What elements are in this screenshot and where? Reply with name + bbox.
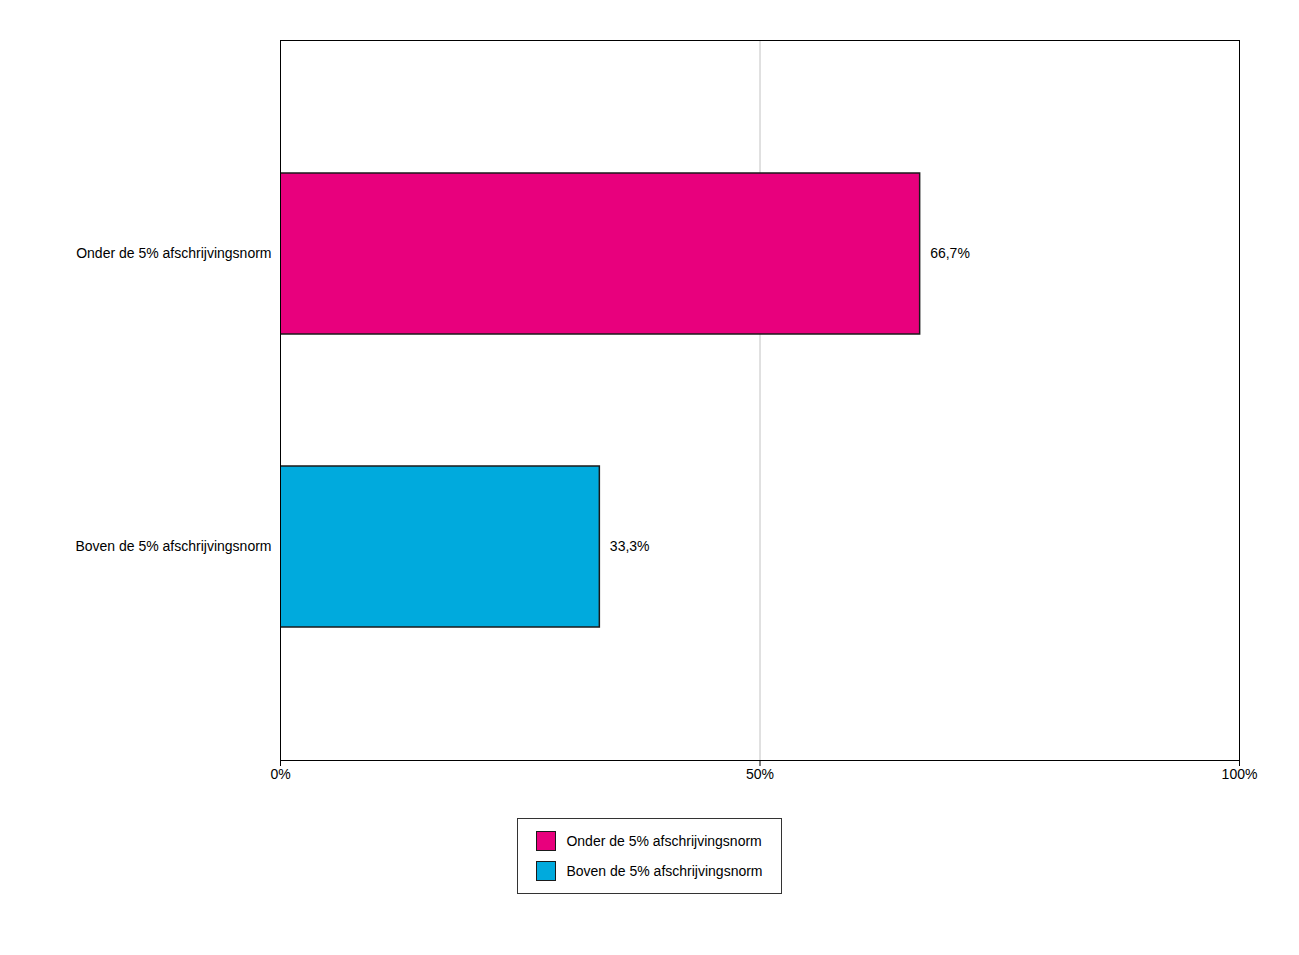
svg-text:Boven de 5% afschrijvingsnorm: Boven de 5% afschrijvingsnorm [75,538,271,554]
svg-text:0%: 0% [270,766,290,782]
svg-text:66,7%: 66,7% [930,245,970,261]
svg-text:Onder de 5% afschrijvingsnorm: Onder de 5% afschrijvingsnorm [76,245,271,261]
svg-text:50%: 50% [746,766,774,782]
svg-text:33,3%: 33,3% [610,538,650,554]
svg-text:100%: 100% [1222,766,1258,782]
html-text:Onder de 5% afschrijvingsnorm: Onder de 5% afschrijvingsnorm [566,833,762,849]
html-text:Boven de 5% afschrijvingsnorm: Boven de 5% afschrijvingsnorm [566,863,763,879]
